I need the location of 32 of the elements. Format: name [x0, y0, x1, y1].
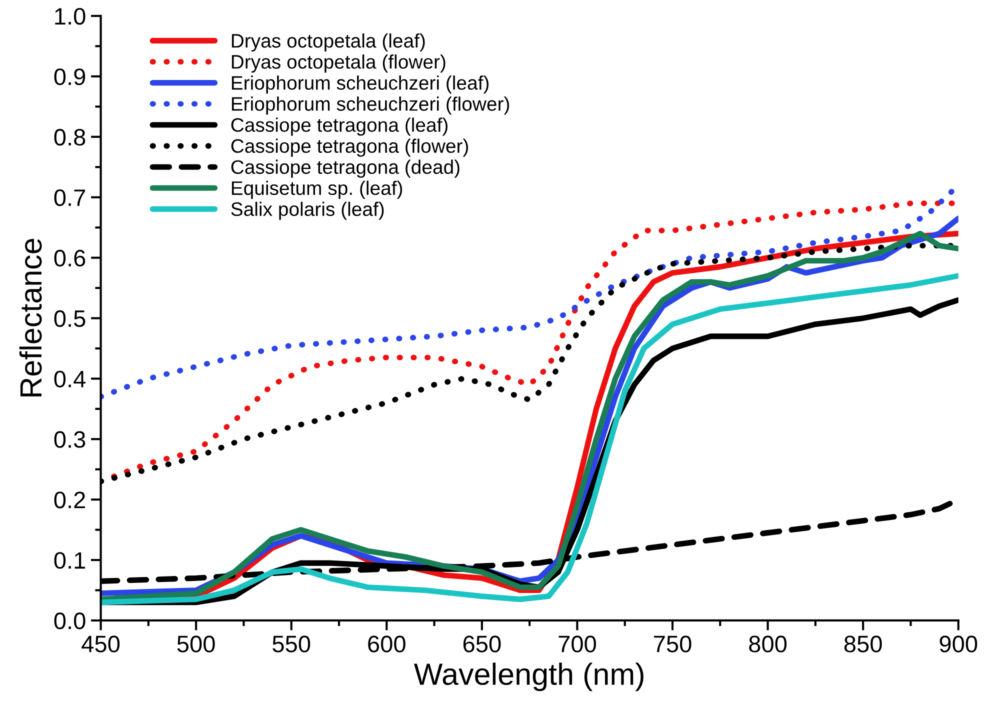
x-tick-label: 500 — [177, 636, 215, 652]
y-tick-label: 1.0 — [55, 8, 86, 25]
legend-label: Salix polaris (leaf) — [231, 202, 384, 220]
y-tick-label: 0.2 — [54, 492, 86, 508]
y-tick-label: 0.6 — [54, 250, 86, 267]
y-axis-title: Reflectance — [19, 238, 42, 396]
legend-label: Dryas octopetala (flower) — [232, 54, 446, 73]
legend-label: Cassiope tetragona (flower) — [231, 138, 468, 157]
legend-label: Cassiope tetragona (leaf) — [231, 118, 448, 136]
y-tick-label: 0.8 — [54, 128, 86, 146]
x-tick-label: 850 — [844, 636, 882, 652]
y-tick-label: 0.7 — [54, 189, 86, 206]
x-tick-label: 600 — [368, 636, 406, 652]
x-tick-label: 550 — [272, 636, 310, 652]
legend-label: Cassiope tetragona (dead) — [231, 160, 460, 178]
y-tick-label: 0.0 — [54, 612, 86, 630]
y-tick-label: 0.5 — [54, 310, 86, 327]
x-tick-label: 450 — [82, 636, 120, 652]
x-tick-label: 750 — [654, 636, 692, 652]
x-tick-label: 650 — [463, 636, 501, 652]
legend-label: Equisetum sp. (leaf) — [232, 180, 402, 199]
legend-label: Eriophorum scheuchzeri (flower) — [232, 96, 510, 115]
y-tick-label: 0.1 — [54, 552, 86, 569]
x-tick-label: 800 — [749, 636, 787, 652]
x-tick-label: 700 — [558, 636, 596, 652]
y-tick-label: 0.4 — [54, 370, 86, 388]
x-tick-label: 900 — [940, 636, 978, 652]
legend-label: Dryas octopetala (leaf) — [232, 33, 425, 52]
y-tick-label: 0.9 — [54, 68, 86, 86]
y-tick-label: 0.3 — [54, 431, 86, 448]
x-axis-title: Wavelength (nm) — [414, 662, 644, 692]
legend-label: Eriophorum scheuchzeri (leaf) — [232, 76, 489, 94]
